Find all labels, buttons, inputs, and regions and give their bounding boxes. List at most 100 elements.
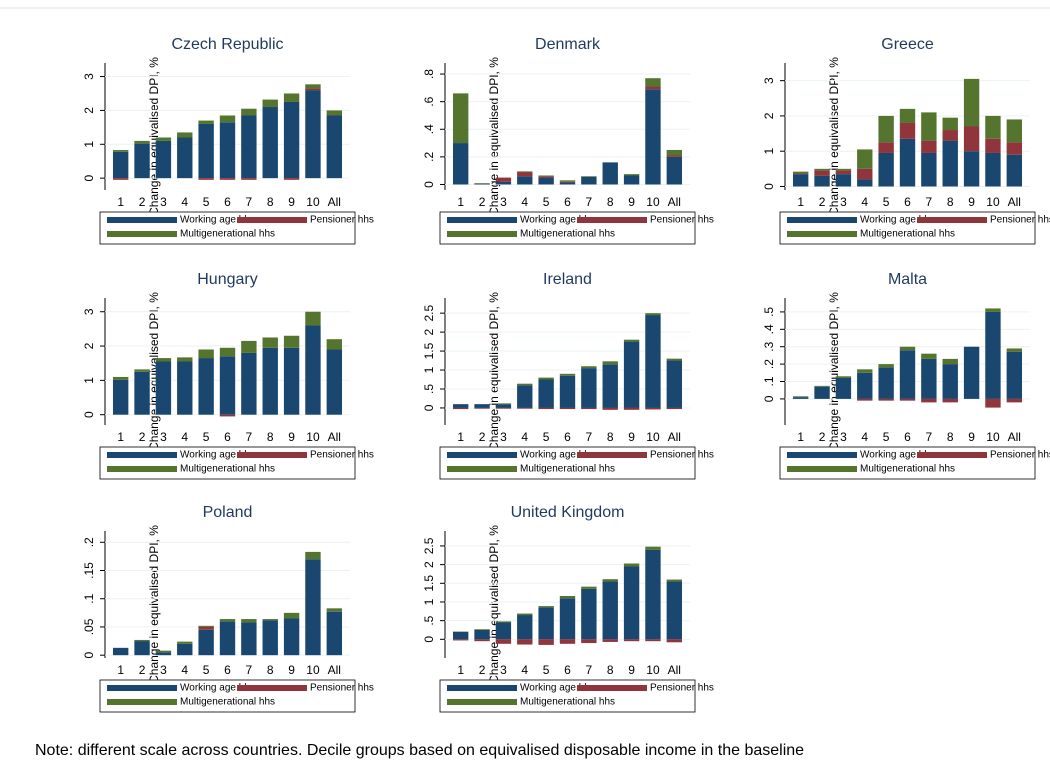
legend-label: Multigenerational hhs: [180, 697, 275, 708]
bar-segment: [1007, 119, 1022, 142]
bar-segment: [241, 619, 256, 622]
bar-segment: [857, 369, 872, 372]
bar-segment: [836, 171, 851, 175]
x-tick-label: 7: [926, 430, 933, 444]
bar-segment: [496, 408, 511, 409]
x-tick-label: 2: [479, 430, 486, 444]
bar-segment: [645, 315, 660, 408]
y-tick-label: .2: [82, 537, 96, 547]
bar-segment: [1007, 399, 1022, 402]
bar-segment: [581, 408, 596, 409]
bar-segment: [156, 652, 171, 655]
legend-label: Multigenerational hhs: [520, 229, 615, 240]
bar-segment: [878, 142, 893, 153]
bar-segment: [1007, 142, 1022, 154]
bar-segment: [517, 615, 532, 639]
bar-segment: [943, 118, 958, 130]
legend-swatch: [577, 217, 647, 223]
panel-title: Ireland: [543, 271, 592, 288]
bar-segment: [177, 644, 192, 655]
x-tick-label: 2: [819, 195, 826, 209]
bar-segment: [624, 342, 639, 408]
bar-segment: [113, 150, 128, 152]
bar-segment: [474, 184, 489, 185]
bar-segment: [474, 629, 489, 630]
bar-segment: [496, 621, 511, 622]
y-tick-label: 2: [82, 342, 96, 349]
bar-segment: [667, 639, 682, 642]
bar-segment: [667, 359, 682, 361]
bar-segment: [814, 169, 829, 171]
x-tick-label: 5: [543, 663, 550, 677]
y-tick-label: .05: [82, 618, 96, 635]
x-tick-label: 4: [521, 663, 528, 677]
bar-segment: [645, 639, 660, 641]
bar-segment: [327, 339, 342, 349]
bar-segment: [305, 552, 320, 559]
x-tick-label: 7: [586, 663, 593, 677]
bar-segment: [645, 313, 660, 315]
bar-segment: [538, 639, 553, 645]
legend-label: Pensioner hhs: [310, 450, 374, 461]
bar-segment: [241, 115, 256, 178]
x-tick-label: 1: [457, 195, 464, 209]
bar-segment: [220, 415, 235, 417]
y-tick-label: 0: [422, 181, 436, 188]
legend-label: Pensioner hhs: [990, 450, 1050, 461]
bar-segment: [496, 178, 511, 182]
bar-segment: [667, 581, 682, 639]
legend-swatch: [447, 217, 517, 223]
bar-segment: [900, 347, 915, 350]
bar-segment: [836, 169, 851, 171]
legend-swatch: [237, 452, 307, 458]
bar-segment: [474, 404, 489, 408]
bar-segment: [878, 399, 893, 401]
x-tick-label: 6: [904, 430, 911, 444]
bar-segment: [517, 171, 532, 172]
bar-segment: [305, 84, 320, 88]
legend-swatch: [447, 699, 517, 705]
bar-segment: [667, 361, 682, 408]
bar-segment: [241, 622, 256, 655]
legend-label: Pensioner hhs: [650, 683, 714, 694]
x-tick-label: 4: [521, 195, 528, 209]
y-tick-label: .1: [762, 376, 776, 386]
x-tick-label: 4: [521, 430, 528, 444]
bar-segment: [943, 130, 958, 141]
legend-label: Multigenerational hhs: [860, 464, 955, 475]
bar-segment: [113, 380, 128, 415]
bar-segment: [624, 408, 639, 410]
x-tick-label: 8: [947, 430, 954, 444]
bar-segment: [198, 349, 213, 358]
y-tick-label: .1: [82, 593, 96, 603]
bar-segment: [134, 369, 149, 371]
y-tick-label: 2.5: [422, 305, 436, 322]
bar-segment: [921, 354, 936, 359]
y-tick-label: 1.5: [422, 342, 436, 359]
bar-segment: [900, 350, 915, 399]
y-axis-label: Change in equivalised DPI, %: [147, 57, 161, 216]
y-tick-label: 1: [762, 148, 776, 155]
legend-swatch: [447, 231, 517, 237]
x-tick-label: 6: [564, 663, 571, 677]
legend-swatch: [787, 452, 857, 458]
y-tick-label: 2: [422, 561, 436, 568]
x-tick-label: 6: [224, 663, 231, 677]
x-tick-label: 10: [306, 430, 320, 444]
bar-segment: [474, 183, 489, 184]
bar-segment: [857, 373, 872, 399]
legend-label: Multigenerational hhs: [180, 464, 275, 475]
bar-segment: [1007, 155, 1022, 187]
y-tick-label: .5: [422, 384, 436, 394]
bar-segment: [284, 348, 299, 415]
bar-segment: [496, 404, 511, 408]
bar-segment: [474, 639, 489, 641]
legend-label: Multigenerational hhs: [180, 229, 275, 240]
legend-swatch: [577, 452, 647, 458]
bar-segment: [113, 178, 128, 180]
x-tick-label: 10: [986, 195, 1000, 209]
bar-segment: [327, 608, 342, 611]
legend-swatch: [447, 452, 517, 458]
bar-segment: [220, 356, 235, 414]
